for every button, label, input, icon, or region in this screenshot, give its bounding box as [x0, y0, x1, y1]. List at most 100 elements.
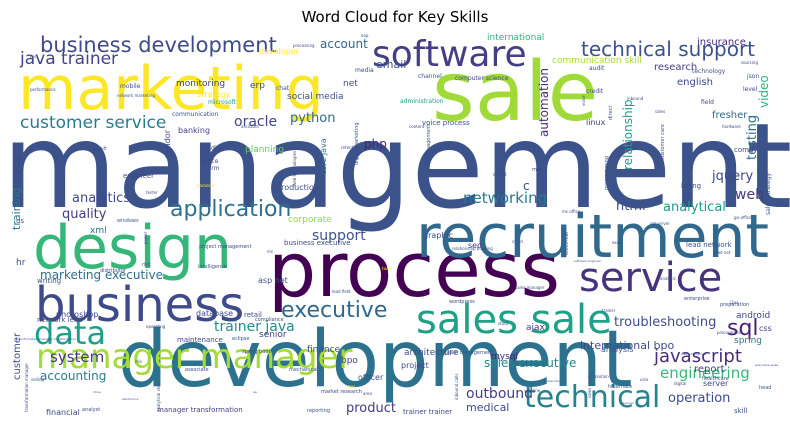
word-mvc: mvc — [532, 167, 543, 173]
word-jquery: jquery — [711, 169, 753, 184]
word-voice: voice — [581, 95, 586, 106]
word-software-engineer: software engineer — [574, 259, 602, 263]
word-json: json — [746, 73, 759, 80]
word-analytical-skill: analytical skill — [156, 384, 161, 412]
word-qa: qa — [253, 390, 257, 394]
word-spring-boot: spring boot — [242, 349, 270, 355]
word-preparation: preparation — [720, 302, 749, 308]
word-sales-strategy: sales strategy — [765, 172, 772, 215]
word-recruitment: recruitment — [416, 202, 769, 272]
word-service: service — [579, 255, 722, 301]
word-go-office: go-office — [734, 215, 752, 220]
word-asp-net: asp net — [258, 276, 288, 285]
word-transformation-manager-transformation: transformation manager transformation — [16, 337, 76, 341]
word-office: office — [202, 158, 219, 165]
word-linux: linux — [586, 118, 606, 127]
word-technical-support: technical support — [581, 37, 755, 61]
word-seo: seo — [468, 241, 482, 250]
word-relationship-building: relationship building — [452, 246, 493, 251]
word-content: content — [409, 124, 425, 129]
word-banking: banking — [178, 126, 210, 135]
word-comp: comp — [734, 146, 754, 154]
word-ms-office: ms office — [562, 209, 581, 214]
word-field: field — [701, 99, 714, 106]
word-senior: senior — [259, 330, 287, 340]
word-credit: credit — [586, 88, 604, 95]
word-network-lead: network lead — [37, 316, 83, 324]
word-strategy: strategy — [197, 90, 231, 99]
word-selling: selling — [31, 377, 44, 382]
word-executive: executive — [281, 298, 387, 323]
word-inbound: inbound — [627, 96, 644, 101]
word-system: system — [50, 348, 104, 366]
word-selenium: selenium — [620, 401, 634, 405]
word-ajax: ajax — [526, 323, 546, 333]
word-sales-manager: sales manager — [515, 285, 545, 290]
word-chat: chat — [276, 85, 290, 92]
word-medical: medical — [466, 401, 509, 414]
word-relationship: relationship — [621, 99, 635, 170]
word-technology: technology — [692, 68, 726, 75]
word-mechanical: mechanical — [289, 367, 318, 373]
word-database: database — [196, 309, 233, 318]
word-xml: xml — [90, 226, 107, 236]
word-reporting: reporting — [307, 408, 330, 414]
word-support-engineer: support engineer — [681, 352, 708, 356]
word-intelligence: intelligence — [198, 264, 227, 270]
word-testing: testing — [745, 115, 760, 160]
word-analytics: analytics — [72, 191, 130, 206]
word-recruiter: recruiter — [16, 154, 22, 176]
word-architecture: architecture — [404, 348, 459, 358]
word-financial: financial — [46, 408, 80, 417]
word-channel: channel — [418, 73, 442, 80]
word-java-trainer: java trainer — [19, 49, 118, 69]
word-report: report — [694, 364, 725, 375]
word-quality: quality — [62, 207, 107, 222]
word-cloud: cloud — [512, 239, 523, 244]
word-hardware: hardware — [722, 124, 741, 129]
word-engineer: engineer — [123, 172, 154, 180]
word-associate: associate — [185, 367, 209, 373]
word-distributor: distributor — [100, 268, 127, 274]
word-html: html — [616, 199, 646, 214]
word-communication: communication — [172, 111, 219, 118]
word-team-management: team management — [445, 350, 493, 356]
word-email: email — [376, 58, 406, 71]
word-voice-process: voice process — [422, 119, 470, 127]
word-software: software — [372, 34, 527, 75]
word-power: power — [143, 231, 148, 244]
word-stock: stock — [498, 321, 509, 326]
word-development: development — [118, 315, 633, 405]
word-lead-field: lead field — [332, 289, 351, 294]
word-healthcare: healthcare — [702, 376, 729, 382]
word-sales-counter: sales counter — [587, 371, 592, 398]
word-graphic: graphic — [423, 231, 453, 240]
word-data: data — [34, 314, 106, 352]
word-writing: writing — [37, 277, 61, 285]
word-sql-server: sql server — [650, 221, 670, 226]
word-english: english — [677, 77, 713, 88]
word-processing: processing — [293, 43, 315, 48]
word-lead-network: lead network — [686, 241, 733, 249]
word-transformation-manager: transformation manager — [24, 363, 29, 412]
word-skill: skill — [734, 407, 748, 415]
word-business-development: business development — [40, 33, 277, 57]
word-web-technologies: web technologies — [292, 151, 297, 186]
word-support: support — [312, 228, 366, 244]
word-corporate: corporate — [288, 215, 332, 225]
word-media: media — [355, 67, 374, 74]
word-social-media: social media — [287, 92, 344, 102]
word-market-research: market research — [321, 389, 362, 395]
word-lead-net: lead net — [714, 250, 731, 255]
word-us-shift: us shift — [92, 146, 107, 151]
word-electrical: electrical — [564, 232, 570, 255]
word-us: us — [16, 217, 24, 225]
word-trainer: trainer — [602, 308, 616, 313]
word-retail: retail — [244, 311, 262, 319]
word-enterprise: enterprise — [684, 296, 710, 302]
word-business: business — [35, 277, 244, 333]
word-programming: programming — [604, 156, 610, 190]
word-mysql: mysql — [491, 352, 518, 362]
word-javascript: javascript — [653, 346, 742, 367]
word-finance: finance — [307, 345, 341, 355]
